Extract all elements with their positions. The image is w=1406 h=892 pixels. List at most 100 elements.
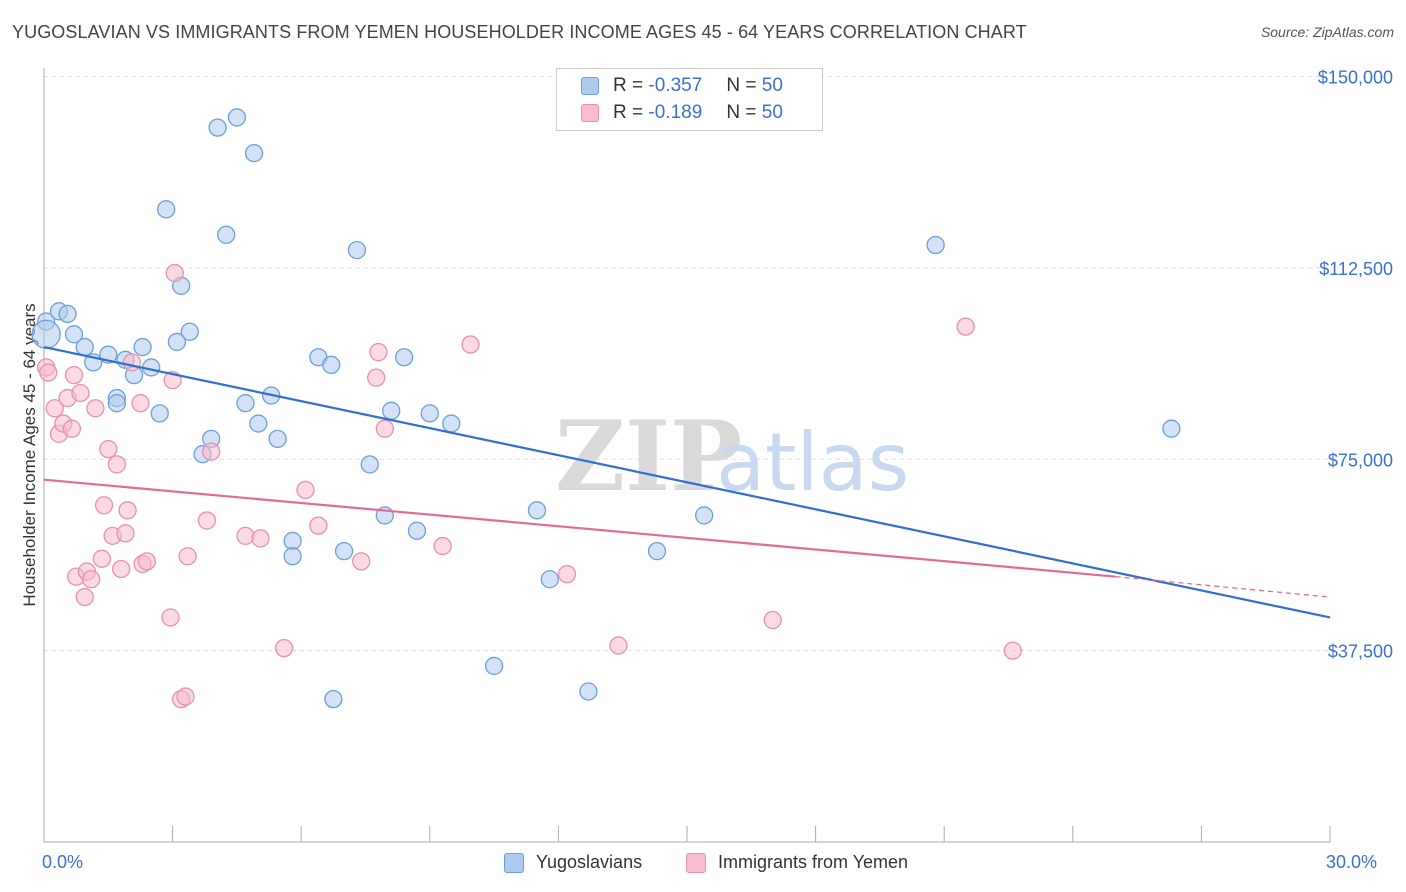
- data-point: [58, 304, 77, 324]
- data-point: [360, 455, 379, 474]
- data-point: [75, 587, 94, 607]
- y-tick-label: $150,000: [1318, 68, 1393, 88]
- legend-r-label: R =: [613, 75, 644, 96]
- axes: [43, 68, 1331, 843]
- correlation-legend: R = -0.357 N = 50 R = -0.189 N = 50: [556, 68, 823, 131]
- data-point: [64, 325, 84, 344]
- data-point: [107, 455, 127, 474]
- data-point: [557, 564, 577, 584]
- data-point: [99, 439, 118, 459]
- data-point: [324, 689, 343, 709]
- legend-r-value: -0.189: [648, 102, 703, 123]
- data-point: [150, 404, 169, 423]
- grid-lines: [44, 76, 1330, 652]
- data-point: [167, 332, 187, 352]
- data-point: [369, 342, 388, 362]
- watermark-atlas: atlas: [716, 416, 909, 509]
- x-tick-max: 30.0%: [1326, 852, 1378, 872]
- legend-swatch-pink: [686, 852, 706, 873]
- data-point: [244, 143, 264, 163]
- data-point: [180, 322, 199, 341]
- legend-swatch-blue: [581, 77, 599, 95]
- legend-n-label: N =: [726, 102, 757, 123]
- data-point: [609, 636, 628, 655]
- legend-item-yugoslavians[interactable]: Yugoslavians: [504, 852, 642, 873]
- data-point: [283, 547, 302, 566]
- data-point: [122, 353, 142, 372]
- data-point: [62, 419, 82, 438]
- data-point: [420, 404, 439, 423]
- data-point: [647, 541, 667, 561]
- data-point: [579, 682, 598, 701]
- data-point: [484, 656, 504, 676]
- data-point: [309, 516, 328, 535]
- legend-r-value: -0.357: [648, 75, 703, 96]
- data-point: [161, 608, 180, 627]
- y-tick-label: $112,500: [1319, 259, 1393, 279]
- data-point: [157, 200, 176, 219]
- data-point: [236, 394, 255, 413]
- data-point: [251, 529, 270, 548]
- data-point: [64, 365, 84, 385]
- data-point: [296, 480, 315, 500]
- trend-lines: [43, 345, 1331, 619]
- trend-line-yugoslavians: [43, 345, 1331, 619]
- data-point: [133, 337, 152, 357]
- data-point: [283, 531, 302, 551]
- data-point: [352, 552, 371, 571]
- legend-swatch-pink: [581, 104, 599, 122]
- data-point: [540, 570, 559, 589]
- legend-label-yugoslavians: Yugoslavians: [536, 852, 643, 872]
- legend-r-label: R =: [613, 102, 644, 123]
- data-point: [322, 355, 341, 375]
- source-label: Source: ZipAtlas.com: [1260, 24, 1394, 40]
- data-point: [461, 335, 480, 354]
- data-point: [1162, 419, 1181, 438]
- series-yugoslavians: [31, 108, 1181, 709]
- data-point: [274, 638, 294, 658]
- data-point: [112, 559, 131, 579]
- data-point: [249, 414, 268, 433]
- data-point: [956, 317, 975, 336]
- data-point: [86, 399, 105, 418]
- data-point: [236, 526, 255, 545]
- legend-item-yemen[interactable]: Immigrants from Yemen: [686, 852, 908, 873]
- data-point: [131, 394, 150, 413]
- data-point: [165, 263, 184, 283]
- data-point: [176, 687, 195, 706]
- legend-n-value: 50: [761, 75, 783, 96]
- chart-title: YUGOSLAVIAN VS IMMIGRANTS FROM YEMEN HOU…: [12, 22, 1027, 42]
- data-point: [116, 524, 135, 543]
- data-point: [82, 570, 101, 589]
- data-point: [45, 399, 64, 418]
- data-point: [75, 337, 94, 357]
- data-point: [442, 414, 461, 433]
- data-point: [347, 240, 367, 260]
- data-point: [407, 521, 427, 540]
- legend-swatch-blue: [504, 852, 524, 873]
- data-point: [202, 442, 221, 461]
- data-point: [375, 419, 394, 438]
- data-point: [39, 363, 58, 382]
- legend-n-label: N =: [726, 75, 757, 96]
- y-tick-label: $75,000: [1328, 450, 1393, 470]
- data-point: [227, 108, 247, 127]
- data-point: [334, 541, 354, 561]
- data-point: [1003, 641, 1022, 660]
- data-point: [382, 401, 401, 420]
- watermark-zip: ZIP: [555, 400, 742, 513]
- legend-n-value: 50: [761, 102, 783, 123]
- data-point: [178, 547, 197, 566]
- data-point: [763, 610, 782, 630]
- legend-label-yemen: Immigrants from Yemen: [718, 852, 909, 872]
- data-point: [94, 496, 114, 515]
- series-legend: Yugoslavians Immigrants from Yemen: [0, 852, 1406, 878]
- data-point: [268, 429, 287, 449]
- data-point: [92, 549, 112, 568]
- x-tick-min: 0.0%: [42, 852, 84, 872]
- data-point: [433, 536, 452, 556]
- data-point: [217, 225, 236, 244]
- data-point: [107, 394, 127, 413]
